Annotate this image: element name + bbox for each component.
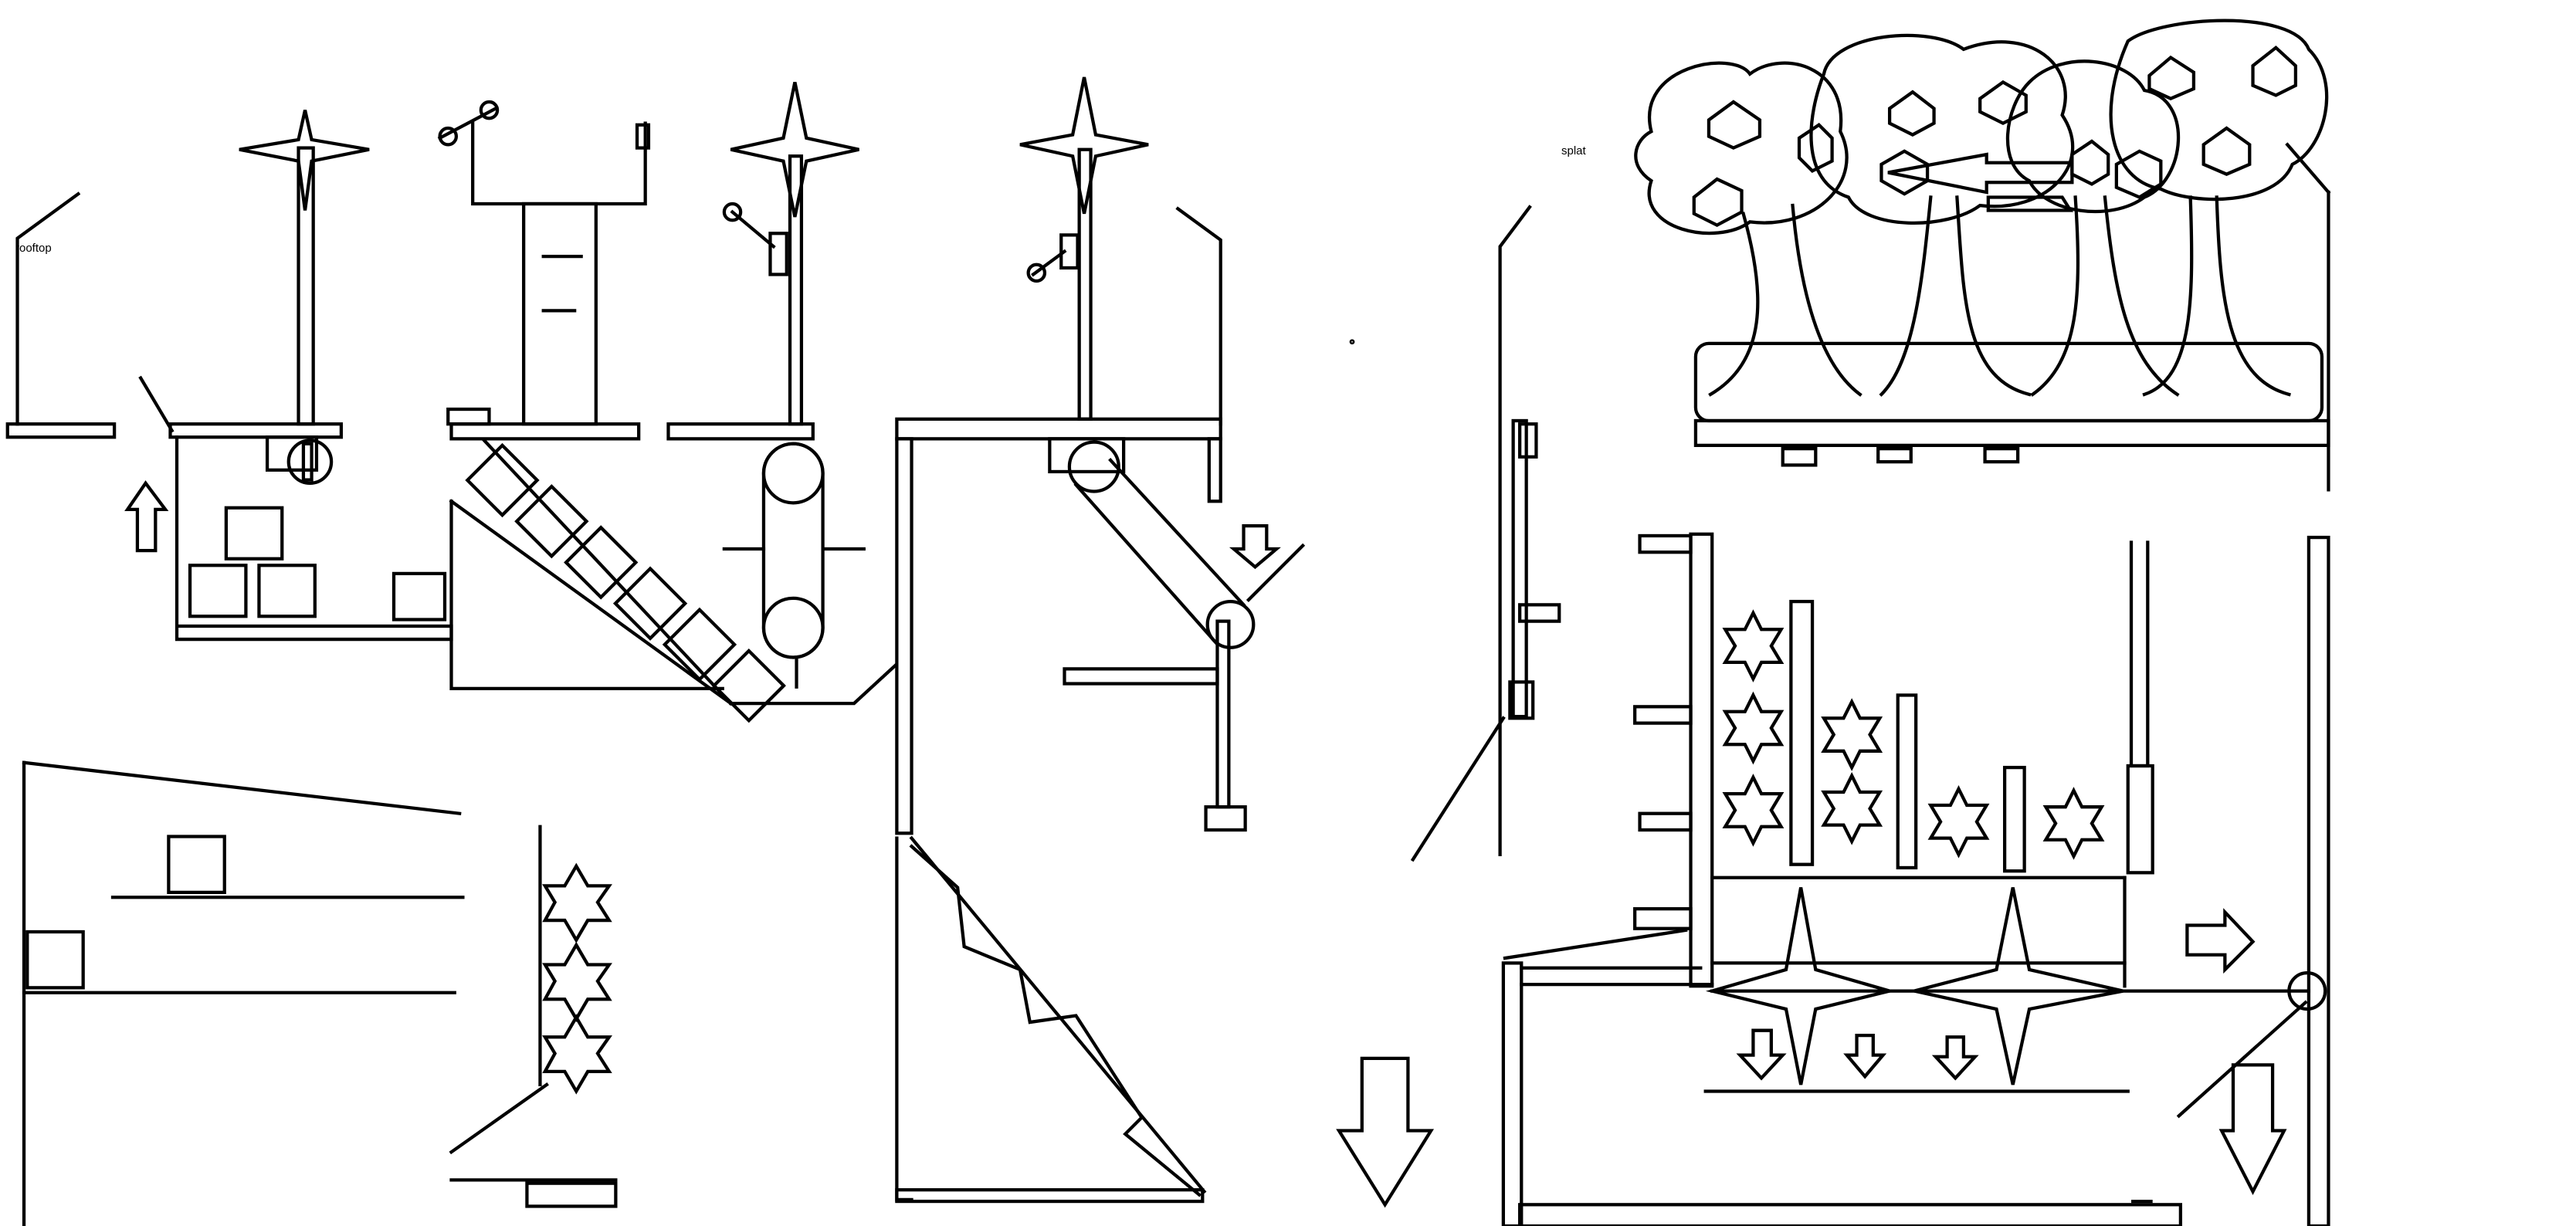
star-sign-2 (730, 82, 859, 218)
splat-label: splat (1561, 144, 1586, 157)
spike-trap (1913, 887, 2124, 1085)
stair-steps (465, 442, 786, 723)
spike-star (1821, 698, 1883, 771)
building-1 (168, 110, 453, 642)
crate (25, 930, 85, 990)
spike-star (1821, 771, 1883, 845)
tree-canopy-2 (1809, 33, 2075, 225)
up-arrow (124, 480, 169, 553)
spike-star (542, 1014, 612, 1095)
spike-column (542, 862, 612, 1095)
pulley-1 (286, 439, 334, 485)
down-arrow-large (1336, 1056, 1435, 1208)
spike-star (542, 941, 612, 1023)
tree-canopy-1 (1634, 61, 1849, 235)
rooftop-label: rooftop (15, 242, 52, 255)
spike-star (2042, 787, 2105, 860)
crate (188, 564, 248, 618)
crate (224, 506, 284, 561)
spike-trap (1705, 887, 1896, 1085)
star-sign-3 (1019, 76, 1149, 215)
star-sign-1 (239, 110, 370, 211)
building-2 (437, 100, 786, 723)
crate (167, 835, 226, 895)
zigzag-ramp (909, 844, 1202, 1197)
down-arrow-small (1229, 524, 1281, 570)
tower-3 (666, 82, 898, 706)
crate (391, 571, 447, 621)
down-arrow-large (2218, 1063, 2287, 1195)
slope-section (22, 760, 618, 1226)
spike-star (1722, 691, 1785, 765)
right-arrow (2185, 908, 2256, 974)
vertical-conveyor (761, 442, 825, 659)
spike-star (542, 862, 612, 943)
crate (257, 564, 317, 618)
left-arrow (1887, 152, 2074, 195)
spike-star (1927, 785, 1990, 859)
spike-star (1722, 774, 1785, 847)
spike-room (1501, 532, 2330, 1226)
right-wall (1410, 205, 1561, 862)
building-4 (895, 76, 1306, 1204)
tree-canopy-4 (2109, 19, 2329, 202)
tree-planter (1634, 19, 2331, 492)
rooftop-ledge (5, 191, 175, 439)
spike-star (1722, 609, 1785, 682)
